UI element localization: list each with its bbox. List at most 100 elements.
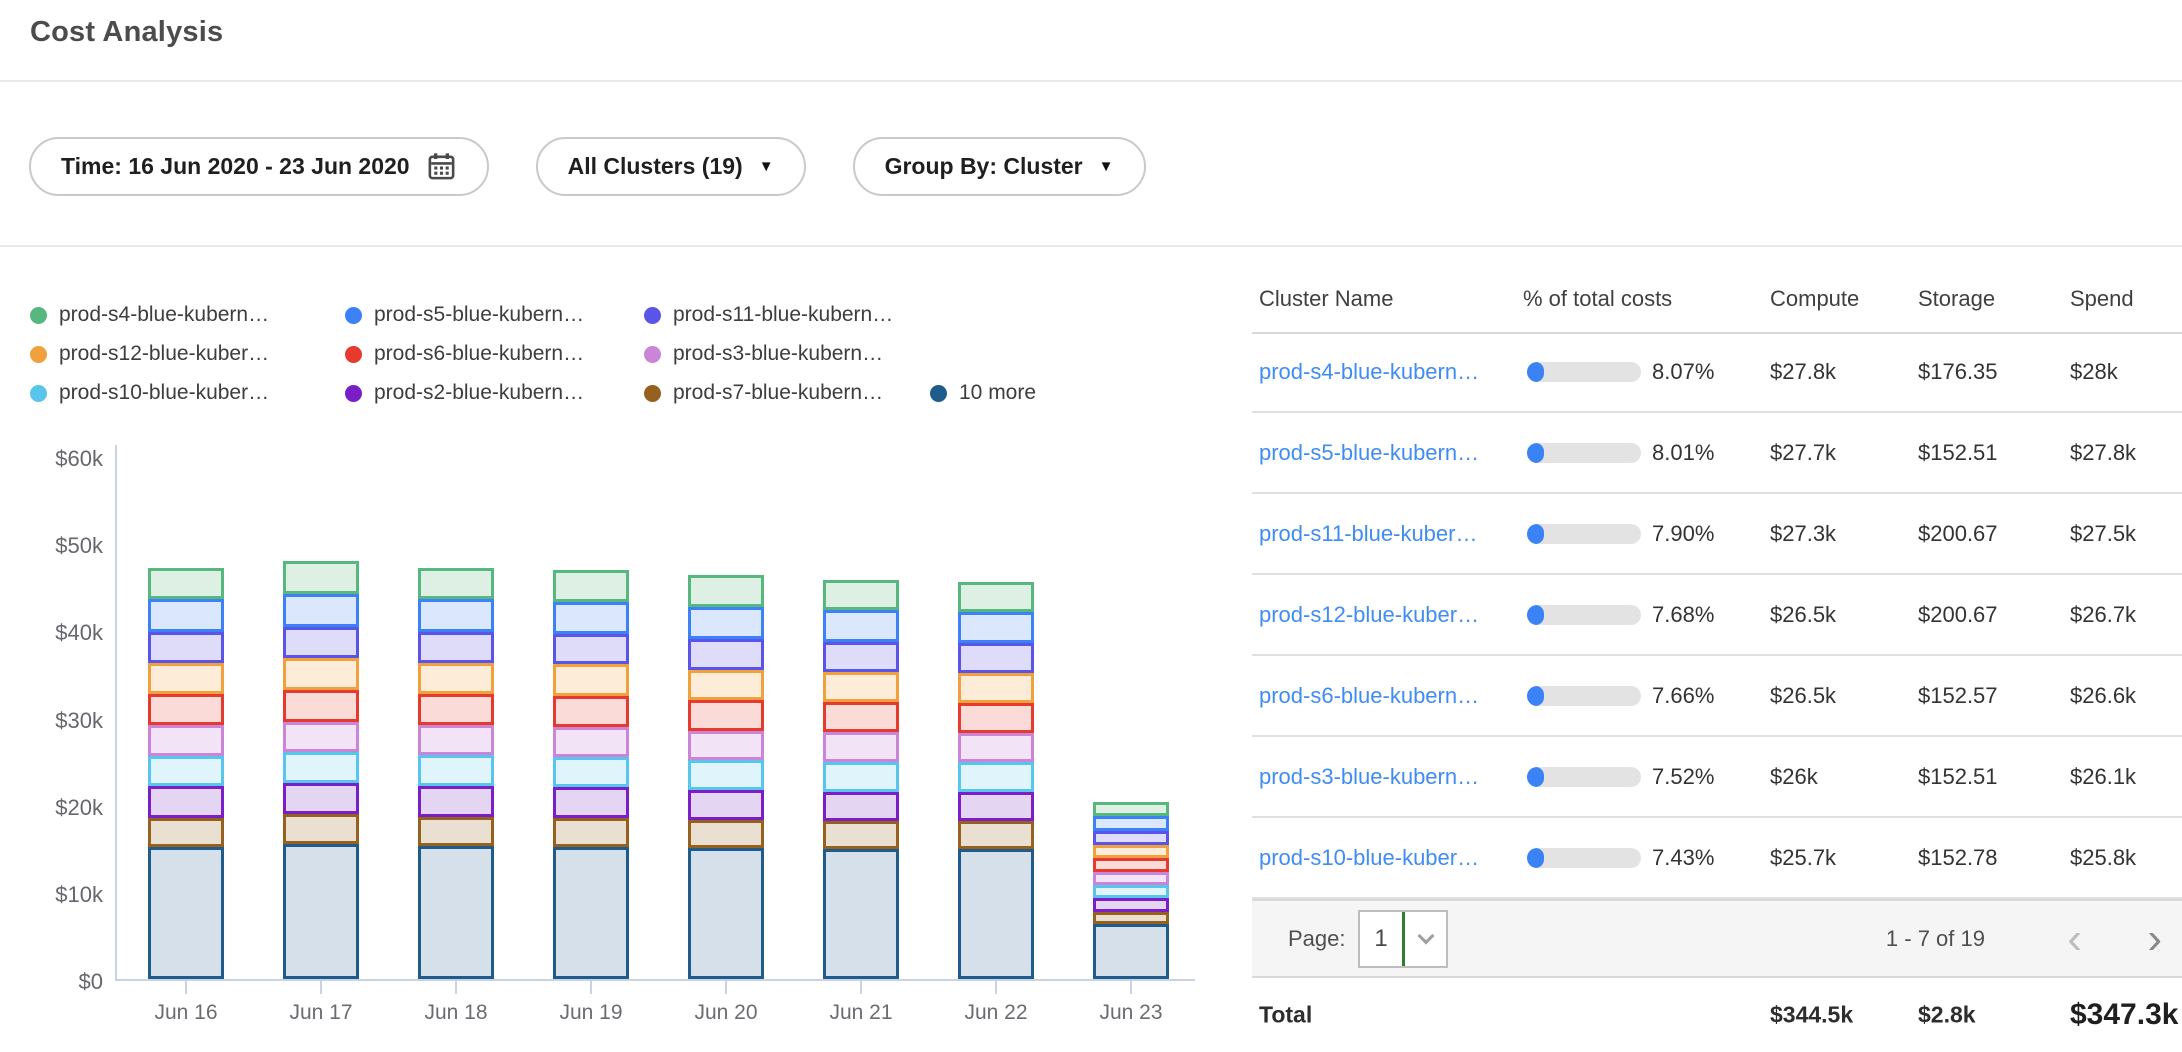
- bar-segment[interactable]: [148, 599, 224, 632]
- bar-segment[interactable]: [1093, 831, 1169, 845]
- bar-segment[interactable]: [283, 722, 359, 753]
- bar-segment[interactable]: [553, 818, 629, 847]
- cluster-name-link[interactable]: prod-s3-blue-kubern…: [1259, 764, 1479, 790]
- bar-segment[interactable]: [1093, 924, 1169, 979]
- bar-segment[interactable]: [553, 664, 629, 695]
- cluster-name-link[interactable]: prod-s6-blue-kubern…: [1259, 683, 1479, 709]
- bar-segment[interactable]: [823, 610, 899, 641]
- bar-segment[interactable]: [958, 703, 1034, 734]
- bar-segment[interactable]: [148, 663, 224, 694]
- bar-segment[interactable]: [148, 694, 224, 725]
- bar-segment[interactable]: [148, 847, 224, 979]
- legend-item[interactable]: prod-s4-blue-kubern…: [30, 303, 269, 327]
- bar-segment[interactable]: [283, 752, 359, 783]
- bar-segment[interactable]: [283, 783, 359, 814]
- bar-segment[interactable]: [1093, 845, 1169, 858]
- bar-segment[interactable]: [418, 568, 494, 599]
- bar-segment[interactable]: [958, 762, 1034, 792]
- bar-segment[interactable]: [553, 602, 629, 634]
- bar-segment[interactable]: [688, 639, 764, 670]
- bar-segment[interactable]: [553, 847, 629, 979]
- legend-item[interactable]: 10 more: [930, 381, 1036, 405]
- legend-item[interactable]: prod-s2-blue-kubern…: [345, 381, 584, 405]
- bar-segment[interactable]: [283, 814, 359, 844]
- bar-segment[interactable]: [148, 568, 224, 599]
- bar-segment[interactable]: [688, 670, 764, 701]
- bar-segment[interactable]: [823, 580, 899, 611]
- bar-segment[interactable]: [823, 642, 899, 673]
- bar-segment[interactable]: [418, 755, 494, 786]
- bar-segment[interactable]: [1093, 858, 1169, 872]
- bar-segment[interactable]: [823, 821, 899, 849]
- legend-item[interactable]: prod-s7-blue-kubern…: [644, 381, 883, 405]
- cluster-name-link[interactable]: prod-s12-blue-kuber…: [1259, 602, 1479, 628]
- bar-segment[interactable]: [688, 575, 764, 606]
- cluster-filter-dropdown[interactable]: All Clusters (19) ▼: [536, 137, 806, 196]
- bar-segment[interactable]: [958, 849, 1034, 979]
- cluster-name-link[interactable]: prod-s5-blue-kubern…: [1259, 440, 1479, 466]
- legend-item[interactable]: prod-s10-blue-kuber…: [30, 381, 269, 405]
- bar-segment[interactable]: [553, 696, 629, 727]
- group-by-dropdown[interactable]: Group By: Cluster ▼: [853, 137, 1146, 196]
- bar-segment[interactable]: [688, 848, 764, 979]
- legend-item[interactable]: prod-s6-blue-kubern…: [345, 342, 584, 366]
- legend-item[interactable]: prod-s11-blue-kubern…: [644, 303, 893, 327]
- bar-segment[interactable]: [418, 786, 494, 817]
- legend-item[interactable]: prod-s5-blue-kubern…: [345, 303, 584, 327]
- bar-segment[interactable]: [418, 663, 494, 694]
- bar-segment[interactable]: [1093, 885, 1169, 898]
- bar-segment[interactable]: [823, 762, 899, 792]
- bar-segment[interactable]: [688, 731, 764, 761]
- bar-segment[interactable]: [958, 821, 1034, 849]
- bar-segment[interactable]: [418, 817, 494, 846]
- bar-segment[interactable]: [823, 849, 899, 979]
- bar-segment[interactable]: [823, 792, 899, 822]
- bar-segment[interactable]: [283, 690, 359, 722]
- bar-segment[interactable]: [283, 594, 359, 627]
- bar-segment[interactable]: [553, 570, 629, 601]
- cluster-name-link[interactable]: prod-s10-blue-kuber…: [1259, 845, 1479, 871]
- bar-segment[interactable]: [418, 725, 494, 755]
- bar-segment[interactable]: [688, 790, 764, 821]
- bar-segment[interactable]: [418, 599, 494, 632]
- bar-segment[interactable]: [823, 672, 899, 702]
- bar-segment[interactable]: [958, 612, 1034, 643]
- bar-segment[interactable]: [148, 786, 224, 817]
- bar-segment[interactable]: [958, 673, 1034, 703]
- bar-segment[interactable]: [823, 732, 899, 762]
- bar-segment[interactable]: [688, 820, 764, 848]
- bar-segment[interactable]: [148, 632, 224, 663]
- bar-segment[interactable]: [553, 787, 629, 818]
- bar-segment[interactable]: [418, 632, 494, 663]
- bar-segment[interactable]: [823, 702, 899, 733]
- bar-segment[interactable]: [688, 607, 764, 639]
- next-page-button[interactable]: ›: [2147, 917, 2162, 961]
- bar-segment[interactable]: [553, 727, 629, 757]
- bar-segment[interactable]: [1093, 802, 1169, 816]
- bar-segment[interactable]: [148, 818, 224, 847]
- bar-segment[interactable]: [283, 844, 359, 979]
- page-select[interactable]: 1: [1358, 910, 1448, 968]
- bar-segment[interactable]: [148, 725, 224, 756]
- legend-item[interactable]: prod-s12-blue-kuber…: [30, 342, 269, 366]
- bar-segment[interactable]: [688, 700, 764, 731]
- bar-segment[interactable]: [1093, 872, 1169, 885]
- bar-segment[interactable]: [553, 757, 629, 788]
- bar-segment[interactable]: [148, 756, 224, 787]
- bar-segment[interactable]: [418, 846, 494, 979]
- bar-segment[interactable]: [283, 658, 359, 689]
- cluster-name-link[interactable]: prod-s4-blue-kubern…: [1259, 359, 1479, 385]
- bar-segment[interactable]: [958, 792, 1034, 822]
- previous-page-button[interactable]: ‹: [2067, 917, 2082, 961]
- legend-item[interactable]: prod-s3-blue-kubern…: [644, 342, 883, 366]
- bar-segment[interactable]: [958, 733, 1034, 762]
- bar-segment[interactable]: [418, 694, 494, 725]
- bar-segment[interactable]: [688, 760, 764, 790]
- bar-segment[interactable]: [283, 627, 359, 658]
- bar-segment[interactable]: [553, 634, 629, 665]
- bar-segment[interactable]: [1093, 898, 1169, 912]
- bar-segment[interactable]: [958, 582, 1034, 613]
- time-range-filter[interactable]: Time: 16 Jun 2020 - 23 Jun 2020: [29, 137, 489, 196]
- cluster-name-link[interactable]: prod-s11-blue-kuber…: [1259, 521, 1477, 547]
- bar-segment[interactable]: [1093, 816, 1169, 831]
